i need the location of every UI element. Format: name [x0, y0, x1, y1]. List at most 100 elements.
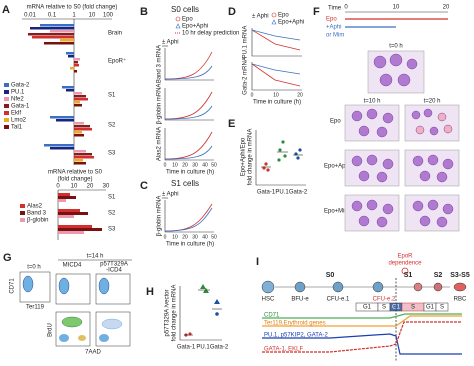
- group-label: EpoR⁺: [108, 58, 126, 65]
- cell-label: RBC: [454, 297, 467, 303]
- legend-label: Alas2: [27, 204, 43, 210]
- row-label: Epo+Mim: [324, 209, 350, 215]
- x-tick-label: 50: [211, 234, 217, 240]
- time-point: t=0 h: [389, 44, 403, 50]
- x-tick-label: 40: [202, 234, 208, 240]
- panel-title: S0 cells: [171, 5, 199, 14]
- y-label: Alas2 mRNA: [157, 127, 163, 161]
- panel-label: G: [3, 252, 12, 264]
- x-tick-label: PU.1: [196, 345, 210, 351]
- x-tick-label: 20: [182, 234, 188, 240]
- flow-plots: [19, 271, 131, 347]
- x-label: Time in culture (h): [253, 100, 301, 106]
- panel-c: C S1 cells ± Aphi β-globin mRNA 0 10 20 …: [140, 179, 217, 247]
- x-tick-label: 50: [211, 162, 217, 168]
- x-tick-label: Gata-2: [210, 345, 229, 351]
- y-label: fold change in mRNA: [172, 285, 178, 342]
- x-tick-label: 10: [273, 92, 279, 98]
- marker: Ter119,Erythroid genes: [264, 321, 326, 327]
- legend-label: Gata-2: [11, 83, 30, 89]
- marker: PU.1, p57KIP2, GATA-2: [264, 333, 328, 339]
- panel-label: I: [256, 256, 259, 268]
- tick-label: 0.01: [24, 13, 36, 19]
- panel-title: S1 cells: [171, 179, 199, 188]
- x-tick-label: 10: [172, 162, 178, 168]
- legend-label: Epo+Aphi: [182, 24, 208, 30]
- column-label: MICD4: [63, 263, 82, 269]
- x-label: Time in culture (h): [166, 242, 214, 248]
- cell-label: CFU-e.1: [327, 297, 350, 303]
- axis-title: mRNA relative to S0 (fold change): [27, 5, 118, 11]
- phase: S: [382, 305, 386, 311]
- group-label: S3: [108, 227, 116, 233]
- panel-g: G t=0 h t=14 h MICD4 p57T329A -ICD4 CD71…: [3, 252, 132, 356]
- time-point: t=20 h: [424, 99, 441, 105]
- bars: [58, 193, 102, 234]
- cells: [261, 280, 467, 294]
- x-tick-label: Gata-1: [257, 190, 276, 196]
- column-label: p57T329A: [100, 262, 128, 268]
- legend-label: PU.1: [11, 90, 25, 96]
- legend-label: Epo+Aphi: [278, 20, 304, 26]
- legend: Gata-2 PU.1 Nfe2 Gata-1 Eklf Lmo2 Tal1: [4, 83, 30, 131]
- legend-label: Eklf: [11, 111, 21, 117]
- tick-label: 0: [56, 184, 60, 190]
- axis-label: Ter119: [26, 305, 45, 311]
- condition: Epo: [326, 17, 337, 23]
- group-label: S3: [108, 151, 116, 157]
- plots: [164, 48, 214, 161]
- y-label: PU.1 mRNA: [243, 26, 249, 59]
- points: [261, 140, 303, 172]
- panel-label: H: [146, 286, 154, 298]
- row-label: Epo: [330, 119, 341, 125]
- bars: [28, 24, 94, 165]
- time-point: t=14 h: [87, 254, 104, 260]
- x-tick-label: 30: [192, 162, 198, 168]
- legend-label: Epo: [182, 17, 193, 23]
- marker: CD71: [264, 313, 280, 319]
- condition: +Aphi: [326, 25, 342, 31]
- panel-label: F: [313, 6, 320, 18]
- x-tick-label: Gata-2: [289, 190, 308, 196]
- y-label: β-globin mRNA: [157, 84, 163, 125]
- x-tick-label: PU.1: [275, 190, 289, 196]
- axis-label: BrdU: [48, 323, 54, 337]
- stage: S1: [404, 272, 413, 279]
- y-label: β-globin mRNA: [157, 196, 163, 237]
- tick-label: 20: [443, 5, 450, 11]
- treatment-label: ± Aphi: [252, 14, 269, 20]
- x-tick-label: Gata-1: [177, 345, 196, 351]
- y-label: fold change in mRNA: [248, 129, 254, 186]
- panel-a: A mRNA relative to S0 (fold change) 0.01…: [2, 4, 126, 240]
- axis-title: mRNA relative to S0: [48, 170, 103, 176]
- phase: G1: [426, 305, 435, 311]
- panel-b: B S0 cells Epo Epo+Aphi 10 hr delay pred…: [140, 5, 239, 175]
- phase: S: [411, 305, 415, 311]
- points: [184, 284, 222, 337]
- y-label: p57T329A /vector: [165, 289, 171, 336]
- stage: S0: [326, 272, 335, 279]
- column-label: -ICD4: [106, 268, 122, 274]
- x-tick-label: 10: [172, 234, 178, 240]
- y-label: Gata-2 mRNA: [243, 57, 249, 95]
- tick-label: 20: [87, 184, 94, 190]
- legend-label: Tal1: [11, 125, 23, 131]
- panel-f: F Time 0 10 20 Epo +Aphi or Mim t=0 h t=…: [313, 5, 460, 232]
- cell-label: CFU-e.2: [373, 297, 396, 303]
- panel-label: B: [140, 6, 148, 18]
- annotation: dependence: [388, 261, 422, 267]
- legend-label: Band 3: [27, 211, 47, 217]
- tick-label: 0.1: [48, 13, 57, 19]
- cell-label: HSC: [262, 297, 275, 303]
- legend-label: Lmo2: [11, 118, 27, 124]
- group-label: S1: [108, 93, 116, 99]
- x-tick-label: 30: [192, 234, 198, 240]
- x-tick-label: 0: [251, 92, 254, 98]
- panel-e: E Epo+Aphi/Epo fold change in mRNA Gata-…: [228, 118, 308, 196]
- row-label: Epo+Aphi: [324, 164, 350, 170]
- time-point: t=10 h: [364, 99, 381, 105]
- tick-label: 1: [72, 13, 76, 19]
- panel-h: H p57T329A /vector fold change in mRNA G…: [146, 284, 229, 351]
- panel-i: I EpoR dependence S0 S1 S2 S3-S5 HSC BFU…: [256, 254, 470, 362]
